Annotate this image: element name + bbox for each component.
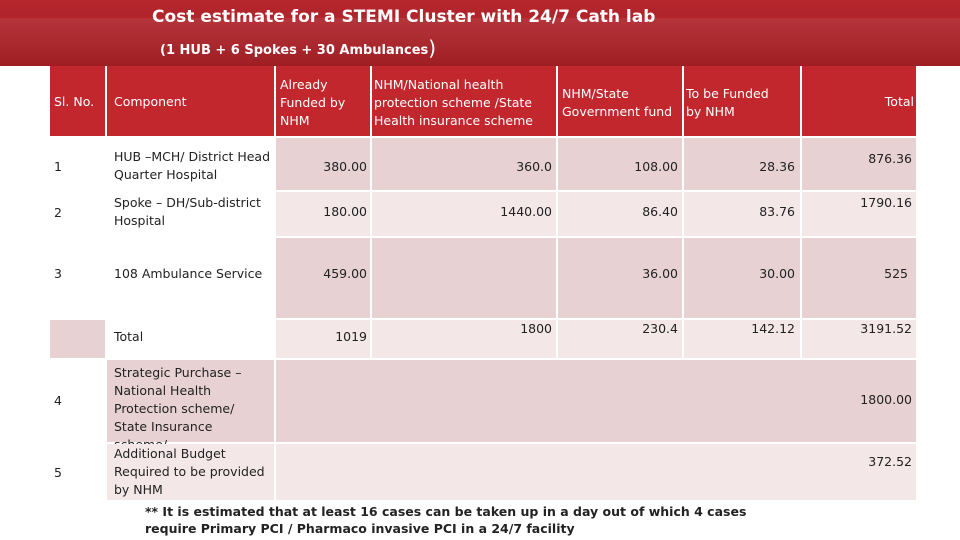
table-row-3-component: 108 Ambulance Service xyxy=(114,266,263,281)
header-sl-no: Sl. No. xyxy=(50,66,105,136)
table-row-1-nhm-national: 360.0 xyxy=(372,138,556,190)
table-row-1-nhm-state: 108.00 xyxy=(558,138,682,190)
header-component: Component xyxy=(107,66,274,136)
table-row-2-already-funded: 180.00 xyxy=(276,192,370,236)
total-row-total: 3191.52 xyxy=(802,320,916,358)
header-nhm-national: NHM/National health protection scheme /S… xyxy=(372,66,556,136)
table-row-2-nhm-state: 86.40 xyxy=(558,192,682,236)
table-row-5-sl: 5 xyxy=(54,465,62,480)
header-to-be-funded: To be Funded by NHM xyxy=(684,66,800,136)
table-row-3-nhm-state: 36.00 xyxy=(558,238,682,318)
table-row-3-nhm-national xyxy=(372,238,556,318)
total-row-sl xyxy=(50,320,105,358)
table-row-1-to-be-funded: 28.36 xyxy=(684,138,800,190)
table-row-5-amounts: 372.52 xyxy=(276,444,916,500)
header-already-funded: Already Funded by NHM xyxy=(276,66,370,136)
page-subtitle: (1 HUB + 6 Spokes + 30 Ambulances) xyxy=(160,36,436,60)
table-row-4-component: Strategic Purchase – National Health Pro… xyxy=(107,360,274,452)
table-row-2-nhm-national: 1440.00 xyxy=(372,192,556,236)
table-row-4-amounts: 1800.00 xyxy=(276,360,916,442)
table-row-2-to-be-funded: 83.76 xyxy=(684,192,800,236)
table-row-2-sl: 2 xyxy=(54,205,62,220)
table-row-1-component: HUB –MCH/ District Head Quarter Hospital xyxy=(114,149,270,182)
total-row-to-be-funded: 142.12 xyxy=(684,320,800,358)
subtitle-close-paren: ) xyxy=(428,36,437,60)
page-title: Cost estimate for a STEMI Cluster with 2… xyxy=(152,7,656,27)
total-row-label: Total xyxy=(114,329,144,344)
title-banner xyxy=(0,0,960,66)
footnote: ** It is estimated that at least 16 case… xyxy=(145,504,747,536)
table-row-5-component: Additional Budget Required to be provide… xyxy=(107,444,274,500)
table-row-3-total: 525 xyxy=(802,238,916,318)
total-row-nhm-national: 1800 xyxy=(372,320,556,358)
header-nhm-state: NHM/State Government fund xyxy=(558,66,682,136)
table-row-2-total: 1790.16 xyxy=(802,192,916,236)
table-row-1-total: 876.36 xyxy=(802,138,916,190)
table-row-4-sl: 4 xyxy=(54,393,62,408)
total-row-nhm-state: 230.4 xyxy=(558,320,682,358)
table-row-1-already-funded: 380.00 xyxy=(276,138,370,190)
table-row-3-already-funded: 459.00 xyxy=(276,238,370,318)
subtitle-text: (1 HUB + 6 Spokes + 30 Ambulances xyxy=(160,43,429,58)
total-row-already-funded: 1019 xyxy=(276,320,370,358)
table-row-3-sl: 3 xyxy=(54,266,62,281)
table-row-3-to-be-funded: 30.00 xyxy=(684,238,800,318)
table-row-1-sl: 1 xyxy=(54,159,62,174)
header-total: Total xyxy=(802,66,916,136)
table-row-2-component: Spoke – DH/Sub-district Hospital xyxy=(114,195,261,228)
